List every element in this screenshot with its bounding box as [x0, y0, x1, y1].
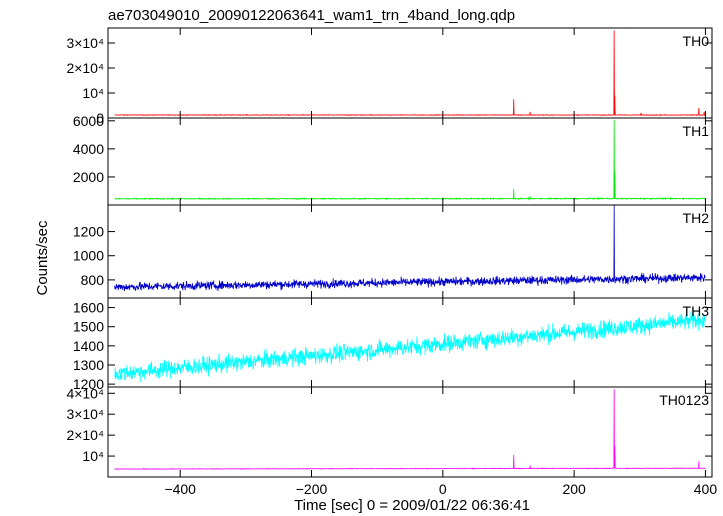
y-tick-label: 1200	[73, 224, 104, 240]
y-tick-label: 10⁴	[82, 448, 104, 464]
x-tick-label: 400	[694, 481, 718, 497]
panels: 0 10⁴ 2×10⁴ 3×10⁴ TH0 2000 4000 6000 TH1 800 1000 1…	[66, 27, 713, 478]
panel-th3: 1200 1300 1400 1500 1600 TH3	[73, 297, 713, 392]
panel-label: TH0	[683, 33, 710, 49]
panel-frame	[107, 117, 713, 206]
series-line-th3	[114, 311, 706, 383]
x-tick-label: 0	[439, 481, 447, 497]
panel-label: TH3	[683, 303, 710, 319]
y-tick-label: 1300	[73, 357, 104, 373]
series-line-th0	[114, 30, 706, 117]
series-line-th0123	[114, 389, 706, 470]
y-tick-label: 1000	[73, 248, 104, 264]
x-axis-label: Time [sec] 0 = 2009/01/22 06:36:41	[294, 497, 530, 514]
panel-th0123: 10⁴ 2×10⁴ 3×10⁴ 4×10⁴ TH0123	[66, 385, 713, 478]
panel-th0: 0 10⁴ 2×10⁴ 3×10⁴ TH0	[66, 27, 713, 126]
y-tick-label: 800	[81, 272, 105, 288]
y-tick-label: 1200	[73, 376, 104, 392]
y-tick-label: 0	[96, 110, 104, 126]
y-tick-label: 6000	[73, 113, 104, 129]
panel-label: TH2	[683, 210, 710, 226]
panel-frame	[107, 386, 713, 478]
x-tick-label: −200	[296, 481, 328, 497]
chart-title: ae703049010_20090122063641_wam1_trn_4ban…	[108, 7, 515, 24]
y-tick-label: 2000	[73, 169, 104, 185]
panel-th1: 2000 4000 6000 TH1	[73, 113, 713, 206]
y-tick-label: 1500	[73, 319, 104, 335]
y-tick-label: 3×10⁴	[66, 35, 104, 51]
x-axis: −400 −200 0 200 400	[164, 481, 717, 497]
panel-th2: 800 1000 1200 TH2	[73, 204, 713, 299]
y-tick-label: 2×10⁴	[66, 427, 104, 443]
y-axis-label: Counts/sec	[34, 220, 51, 296]
x-tick-label: 200	[562, 481, 586, 497]
panel-label: TH1	[683, 123, 710, 139]
panel-label: TH0123	[659, 392, 709, 408]
y-tick-label: 4000	[73, 141, 104, 157]
series-line-th1	[114, 120, 706, 201]
panel-frame	[107, 27, 713, 119]
y-tick-label: 2×10⁴	[66, 60, 104, 76]
y-tick-label: 1600	[73, 300, 104, 316]
x-tick-label: −400	[164, 481, 196, 497]
y-tick-label: 4×10⁴	[66, 385, 104, 401]
series-line-th2	[114, 205, 706, 292]
y-tick-label: 10⁴	[82, 85, 104, 101]
y-tick-label: 3×10⁴	[66, 406, 104, 422]
y-tick-label: 1400	[73, 338, 104, 354]
